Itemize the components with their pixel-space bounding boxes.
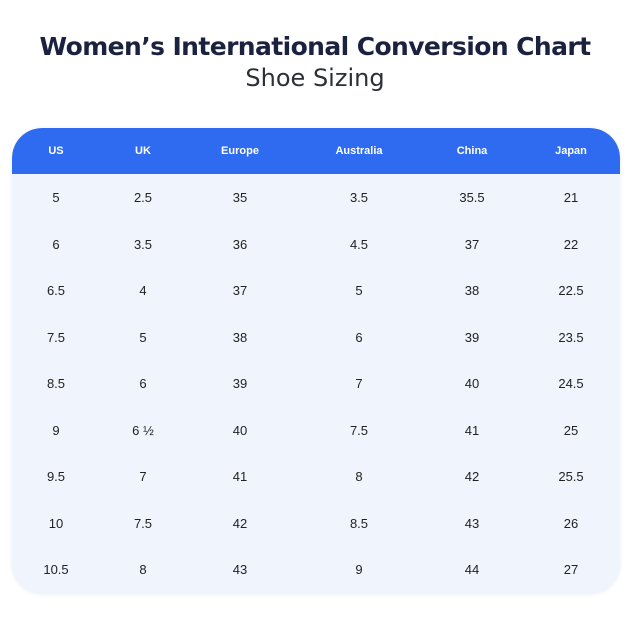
cell-us-row-4: 7.5 xyxy=(46,329,66,345)
cell-us-row-9: 10.5 xyxy=(43,562,69,577)
cell-us-row-2: 6 xyxy=(52,236,60,252)
cell-china-row-6: 41 xyxy=(464,422,480,438)
cell-japan-row-3: 22.5 xyxy=(558,283,584,298)
cell-japan-row-6: 25 xyxy=(563,422,579,438)
cell-europe-row-2: 36 xyxy=(232,236,248,252)
cell-china-row-1: 35.5 xyxy=(459,190,485,205)
column-header-europe: Europe xyxy=(221,145,259,157)
chart-title: Women’s International Conversion Chart xyxy=(39,32,592,61)
cell-china-row-4: 39 xyxy=(464,329,480,345)
cell-us-row-3: 6.5 xyxy=(46,283,66,298)
cell-europe-row-6: 40 xyxy=(232,422,248,438)
cell-europe-row-8: 42 xyxy=(232,515,248,531)
cell-australia-row-2: 4.5 xyxy=(349,236,369,252)
cell-uk-row-6: 6 ½ xyxy=(132,422,154,438)
cell-japan-row-7: 25.5 xyxy=(558,469,584,484)
cell-japan-row-9: 27 xyxy=(563,562,579,577)
cell-australia-row-3: 5 xyxy=(355,283,363,298)
cell-uk-row-1: 2.5 xyxy=(133,190,153,205)
column-header-japan: Japan xyxy=(555,145,587,157)
column-header-australia: Australia xyxy=(335,145,383,157)
cell-japan-row-4: 23.5 xyxy=(558,329,584,345)
cell-japan-row-5: 24.5 xyxy=(558,376,584,391)
cell-europe-row-1: 35 xyxy=(232,190,248,205)
cell-us-row-1: 5 xyxy=(52,190,60,205)
column-header-us: US xyxy=(48,145,64,157)
cell-australia-row-8: 8.5 xyxy=(349,515,369,531)
cell-us-row-5: 8.5 xyxy=(46,376,66,391)
cell-japan-row-2: 22 xyxy=(563,236,579,252)
cell-uk-row-9: 8 xyxy=(139,562,147,577)
cell-europe-row-4: 38 xyxy=(232,329,248,345)
cell-uk-row-5: 6 xyxy=(139,376,147,391)
cell-australia-row-7: 8 xyxy=(355,469,363,484)
cell-china-row-9: 44 xyxy=(464,562,480,577)
column-header-china: China xyxy=(456,145,488,157)
chart-subtitle: Shoe Sizing xyxy=(245,64,385,92)
cell-china-row-7: 42 xyxy=(464,469,480,484)
cell-australia-row-9: 9 xyxy=(355,562,363,577)
cell-europe-row-5: 39 xyxy=(232,376,248,391)
cell-europe-row-7: 41 xyxy=(232,469,248,484)
cell-japan-row-8: 26 xyxy=(563,515,579,531)
conversion-table: US UK Europe Australia China Japan 5 2.5 35 3.5 3… xyxy=(12,128,620,593)
cell-china-row-5: 40 xyxy=(464,376,480,391)
cell-us-row-8: 10 xyxy=(48,515,64,531)
cell-australia-row-5: 7 xyxy=(355,376,363,391)
cell-japan-row-1: 21 xyxy=(563,190,579,205)
cell-uk-row-2: 3.5 xyxy=(133,236,153,252)
cell-uk-row-4: 5 xyxy=(139,329,147,345)
cell-australia-row-4: 6 xyxy=(355,329,363,345)
cell-australia-row-6: 7.5 xyxy=(349,422,369,438)
column-header-uk: UK xyxy=(135,145,151,157)
cell-china-row-8: 43 xyxy=(464,515,480,531)
cell-europe-row-9: 43 xyxy=(232,562,248,577)
table-header-row: US UK Europe Australia China Japan xyxy=(12,128,620,174)
cell-uk-row-8: 7.5 xyxy=(133,515,153,531)
cell-china-row-3: 38 xyxy=(464,283,480,298)
cell-china-row-2: 37 xyxy=(464,236,480,252)
cell-australia-row-1: 3.5 xyxy=(349,190,369,205)
cell-uk-row-7: 7 xyxy=(139,469,147,484)
cell-us-row-7: 9.5 xyxy=(46,469,66,484)
cell-us-row-6: 9 xyxy=(52,422,60,438)
cell-uk-row-3: 4 xyxy=(139,283,147,298)
cell-europe-row-3: 37 xyxy=(232,283,248,298)
